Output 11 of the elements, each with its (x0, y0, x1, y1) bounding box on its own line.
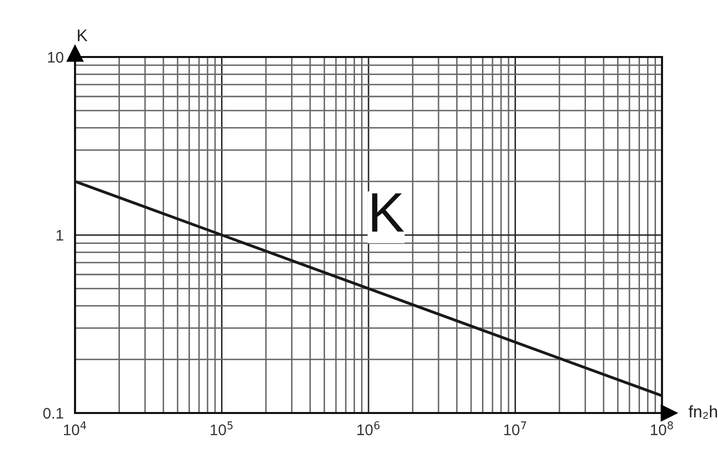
y-tick-label: 1 (56, 230, 64, 241)
y-tick-label: 10 (48, 52, 64, 63)
x-tick-label: 10$^{6}$ (357, 421, 380, 436)
annotation: K (372, 193, 404, 232)
x-tick-label: 10$^{4}$ (64, 421, 86, 436)
x-tick-label: 10$^{8}$ (650, 421, 673, 436)
x-tick-label: 10$^{7}$ (504, 421, 526, 436)
y-tick-label: 0.1 (43, 408, 64, 419)
x-tick-label: 10$^{5}$ (210, 421, 233, 436)
x-axis-title: fn₂h (688, 405, 717, 419)
y-axis-title: K (78, 30, 88, 42)
